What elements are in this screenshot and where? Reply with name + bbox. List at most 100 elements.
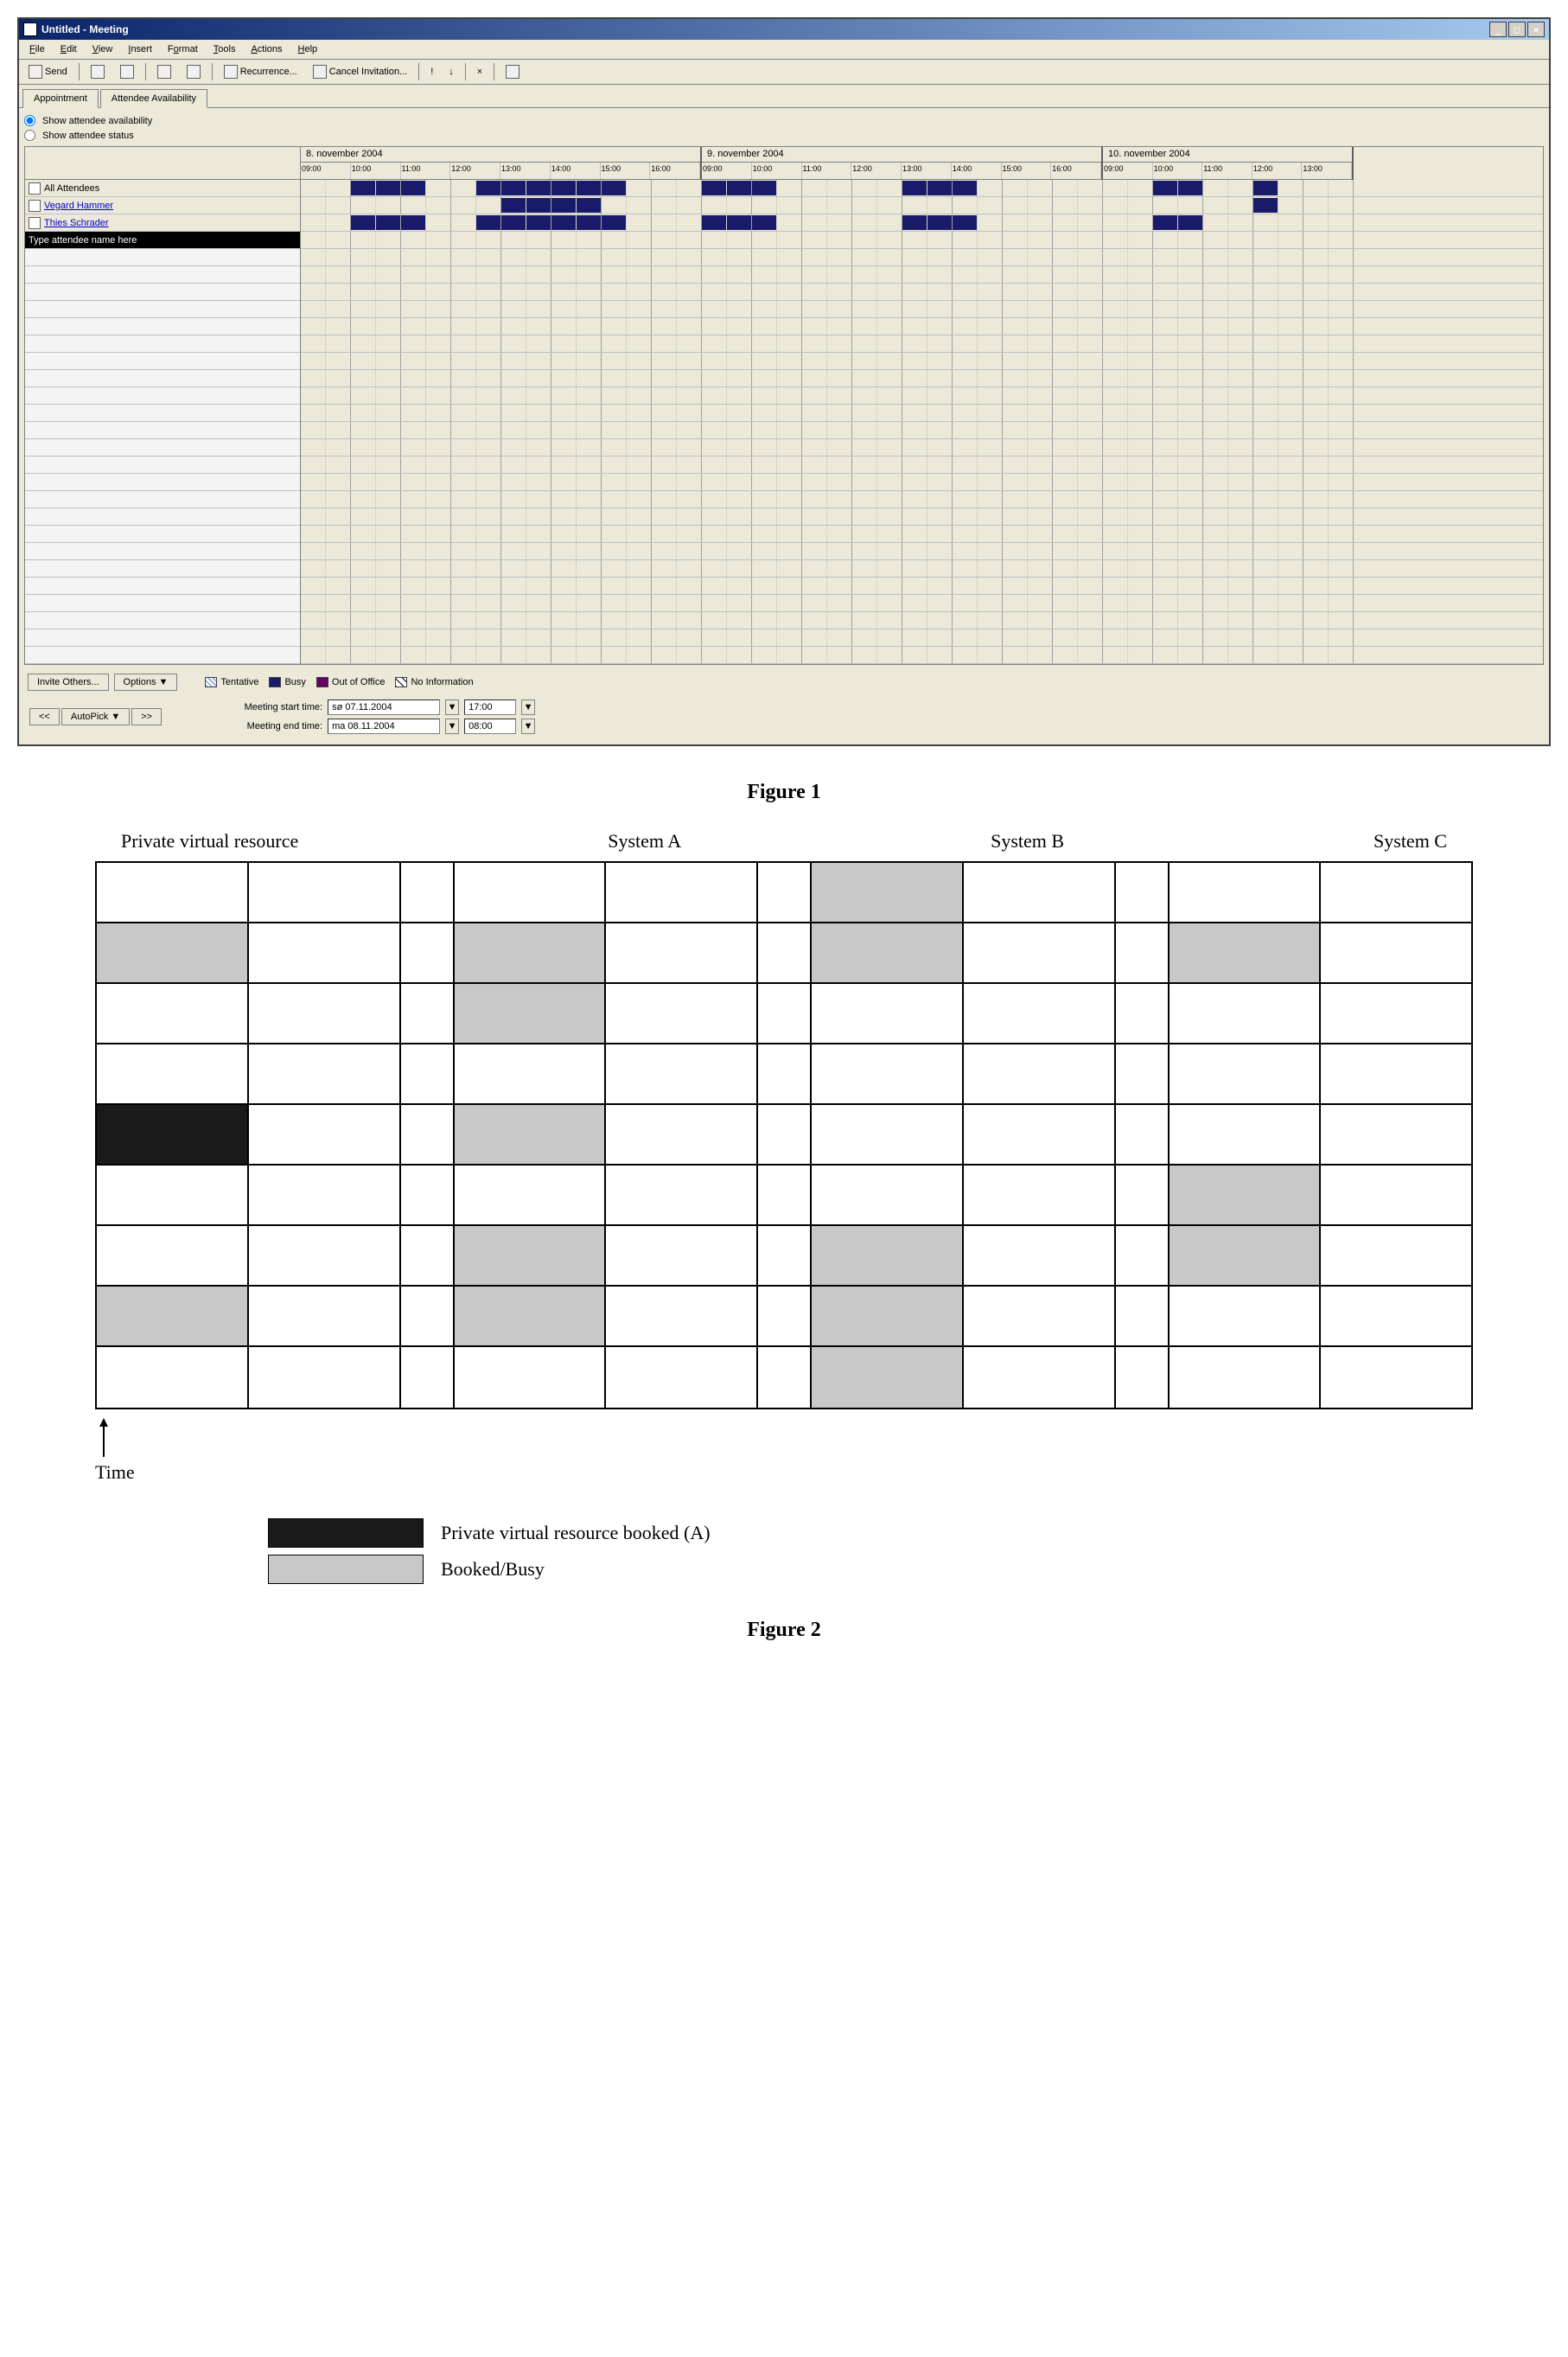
schedule-cell[interactable]	[501, 508, 526, 525]
schedule-cell[interactable]	[1303, 387, 1329, 404]
schedule-cell[interactable]	[1053, 353, 1078, 369]
all-attendees-row[interactable]: All Attendees	[25, 180, 300, 197]
schedule-cell[interactable]	[1253, 318, 1278, 335]
schedule-cell[interactable]	[1203, 543, 1228, 559]
attendee-empty-row[interactable]	[25, 612, 300, 629]
schedule-cell[interactable]	[301, 457, 326, 473]
schedule-cell[interactable]	[1153, 491, 1178, 508]
schedule-cell[interactable]	[526, 214, 551, 231]
schedule-cell[interactable]	[1128, 457, 1153, 473]
schedule-cell[interactable]	[877, 474, 902, 490]
schedule-cell[interactable]	[1303, 578, 1329, 594]
schedule-cell[interactable]	[702, 647, 727, 663]
schedule-cell[interactable]	[727, 266, 752, 283]
schedule-cell[interactable]	[451, 474, 476, 490]
schedule-cell[interactable]	[978, 335, 1003, 352]
schedule-cell[interactable]	[577, 301, 602, 317]
schedule-cell[interactable]	[1003, 353, 1028, 369]
schedule-cell[interactable]	[877, 214, 902, 231]
menu-view[interactable]: View	[86, 42, 120, 57]
schedule-cell[interactable]	[602, 405, 627, 421]
schedule-cell[interactable]	[451, 318, 476, 335]
schedule-cell[interactable]	[401, 526, 426, 542]
schedule-cell[interactable]	[827, 266, 852, 283]
schedule-cell[interactable]	[727, 284, 752, 300]
schedule-cell[interactable]	[577, 284, 602, 300]
schedule-cell[interactable]	[1278, 457, 1303, 473]
schedule-cell[interactable]	[1028, 232, 1053, 248]
schedule-cell[interactable]	[1128, 560, 1153, 577]
schedule-cell[interactable]	[1053, 457, 1078, 473]
schedule-cell[interactable]	[652, 387, 677, 404]
schedule-cell[interactable]	[1103, 284, 1128, 300]
schedule-cell[interactable]	[927, 612, 953, 629]
schedule-cell[interactable]	[577, 595, 602, 611]
schedule-cell[interactable]	[877, 612, 902, 629]
schedule-cell[interactable]	[476, 353, 501, 369]
schedule-cell[interactable]	[476, 422, 501, 438]
schedule-cell[interactable]	[877, 318, 902, 335]
schedule-cell[interactable]	[1103, 335, 1128, 352]
schedule-cell[interactable]	[802, 249, 827, 265]
schedule-cell[interactable]	[501, 647, 526, 663]
schedule-cell[interactable]	[902, 353, 927, 369]
schedule-cell[interactable]	[476, 387, 501, 404]
schedule-cell[interactable]	[451, 232, 476, 248]
importance-low-button[interactable]: ↓	[443, 64, 460, 80]
schedule-cell[interactable]	[702, 491, 727, 508]
schedule-cell[interactable]	[1203, 439, 1228, 456]
schedule-cell[interactable]	[1028, 284, 1053, 300]
schedule-cell[interactable]	[1153, 318, 1178, 335]
schedule-cell[interactable]	[351, 578, 376, 594]
schedule-cell[interactable]	[1278, 629, 1303, 646]
schedule-cell[interactable]	[1078, 197, 1103, 214]
schedule-cell[interactable]	[953, 266, 978, 283]
schedule-cell[interactable]	[1253, 232, 1278, 248]
schedule-cell[interactable]	[1303, 353, 1329, 369]
schedule-cell[interactable]	[1203, 560, 1228, 577]
schedule-cell[interactable]	[1078, 491, 1103, 508]
schedule-cell[interactable]	[978, 543, 1003, 559]
schedule-cell[interactable]	[1303, 180, 1329, 196]
schedule-cell[interactable]	[1128, 249, 1153, 265]
schedule-cell[interactable]	[727, 180, 752, 196]
schedule-cell[interactable]	[1078, 284, 1103, 300]
schedule-cell[interactable]	[802, 197, 827, 214]
schedule-cell[interactable]	[1329, 370, 1354, 386]
schedule-cell[interactable]	[1253, 284, 1278, 300]
start-date-input[interactable]	[328, 699, 440, 715]
schedule-cell[interactable]	[1003, 612, 1028, 629]
schedule-cell[interactable]	[1203, 197, 1228, 214]
schedule-cell[interactable]	[1303, 422, 1329, 438]
tab-availability[interactable]: Attendee Availability	[100, 89, 207, 108]
attendee-empty-row[interactable]	[25, 526, 300, 543]
schedule-cell[interactable]	[526, 180, 551, 196]
schedule-cell[interactable]	[777, 560, 802, 577]
schedule-cell[interactable]	[1278, 422, 1303, 438]
attendee-empty-row[interactable]	[25, 508, 300, 526]
schedule-cell[interactable]	[727, 612, 752, 629]
schedule-cell[interactable]	[927, 387, 953, 404]
schedule-cell[interactable]	[426, 353, 451, 369]
schedule-cell[interactable]	[677, 353, 702, 369]
schedule-cell[interactable]	[1128, 232, 1153, 248]
schedule-cell[interactable]	[852, 612, 877, 629]
schedule-cell[interactable]	[1003, 197, 1028, 214]
schedule-cell[interactable]	[577, 232, 602, 248]
schedule-cell[interactable]	[652, 353, 677, 369]
schedule-cell[interactable]	[602, 422, 627, 438]
schedule-cell[interactable]	[1228, 301, 1253, 317]
date-dropdown-icon[interactable]: ▼	[445, 699, 459, 715]
schedule-cell[interactable]	[1128, 526, 1153, 542]
schedule-cell[interactable]	[426, 214, 451, 231]
schedule-cell[interactable]	[476, 335, 501, 352]
close-button[interactable]: ×	[1527, 22, 1545, 37]
schedule-cell[interactable]	[1228, 318, 1253, 335]
schedule-cell[interactable]	[727, 353, 752, 369]
schedule-cell[interactable]	[727, 629, 752, 646]
schedule-cell[interactable]	[652, 439, 677, 456]
schedule-cell[interactable]	[677, 266, 702, 283]
schedule-cell[interactable]	[727, 335, 752, 352]
schedule-cell[interactable]	[627, 526, 652, 542]
schedule-cell[interactable]	[902, 595, 927, 611]
